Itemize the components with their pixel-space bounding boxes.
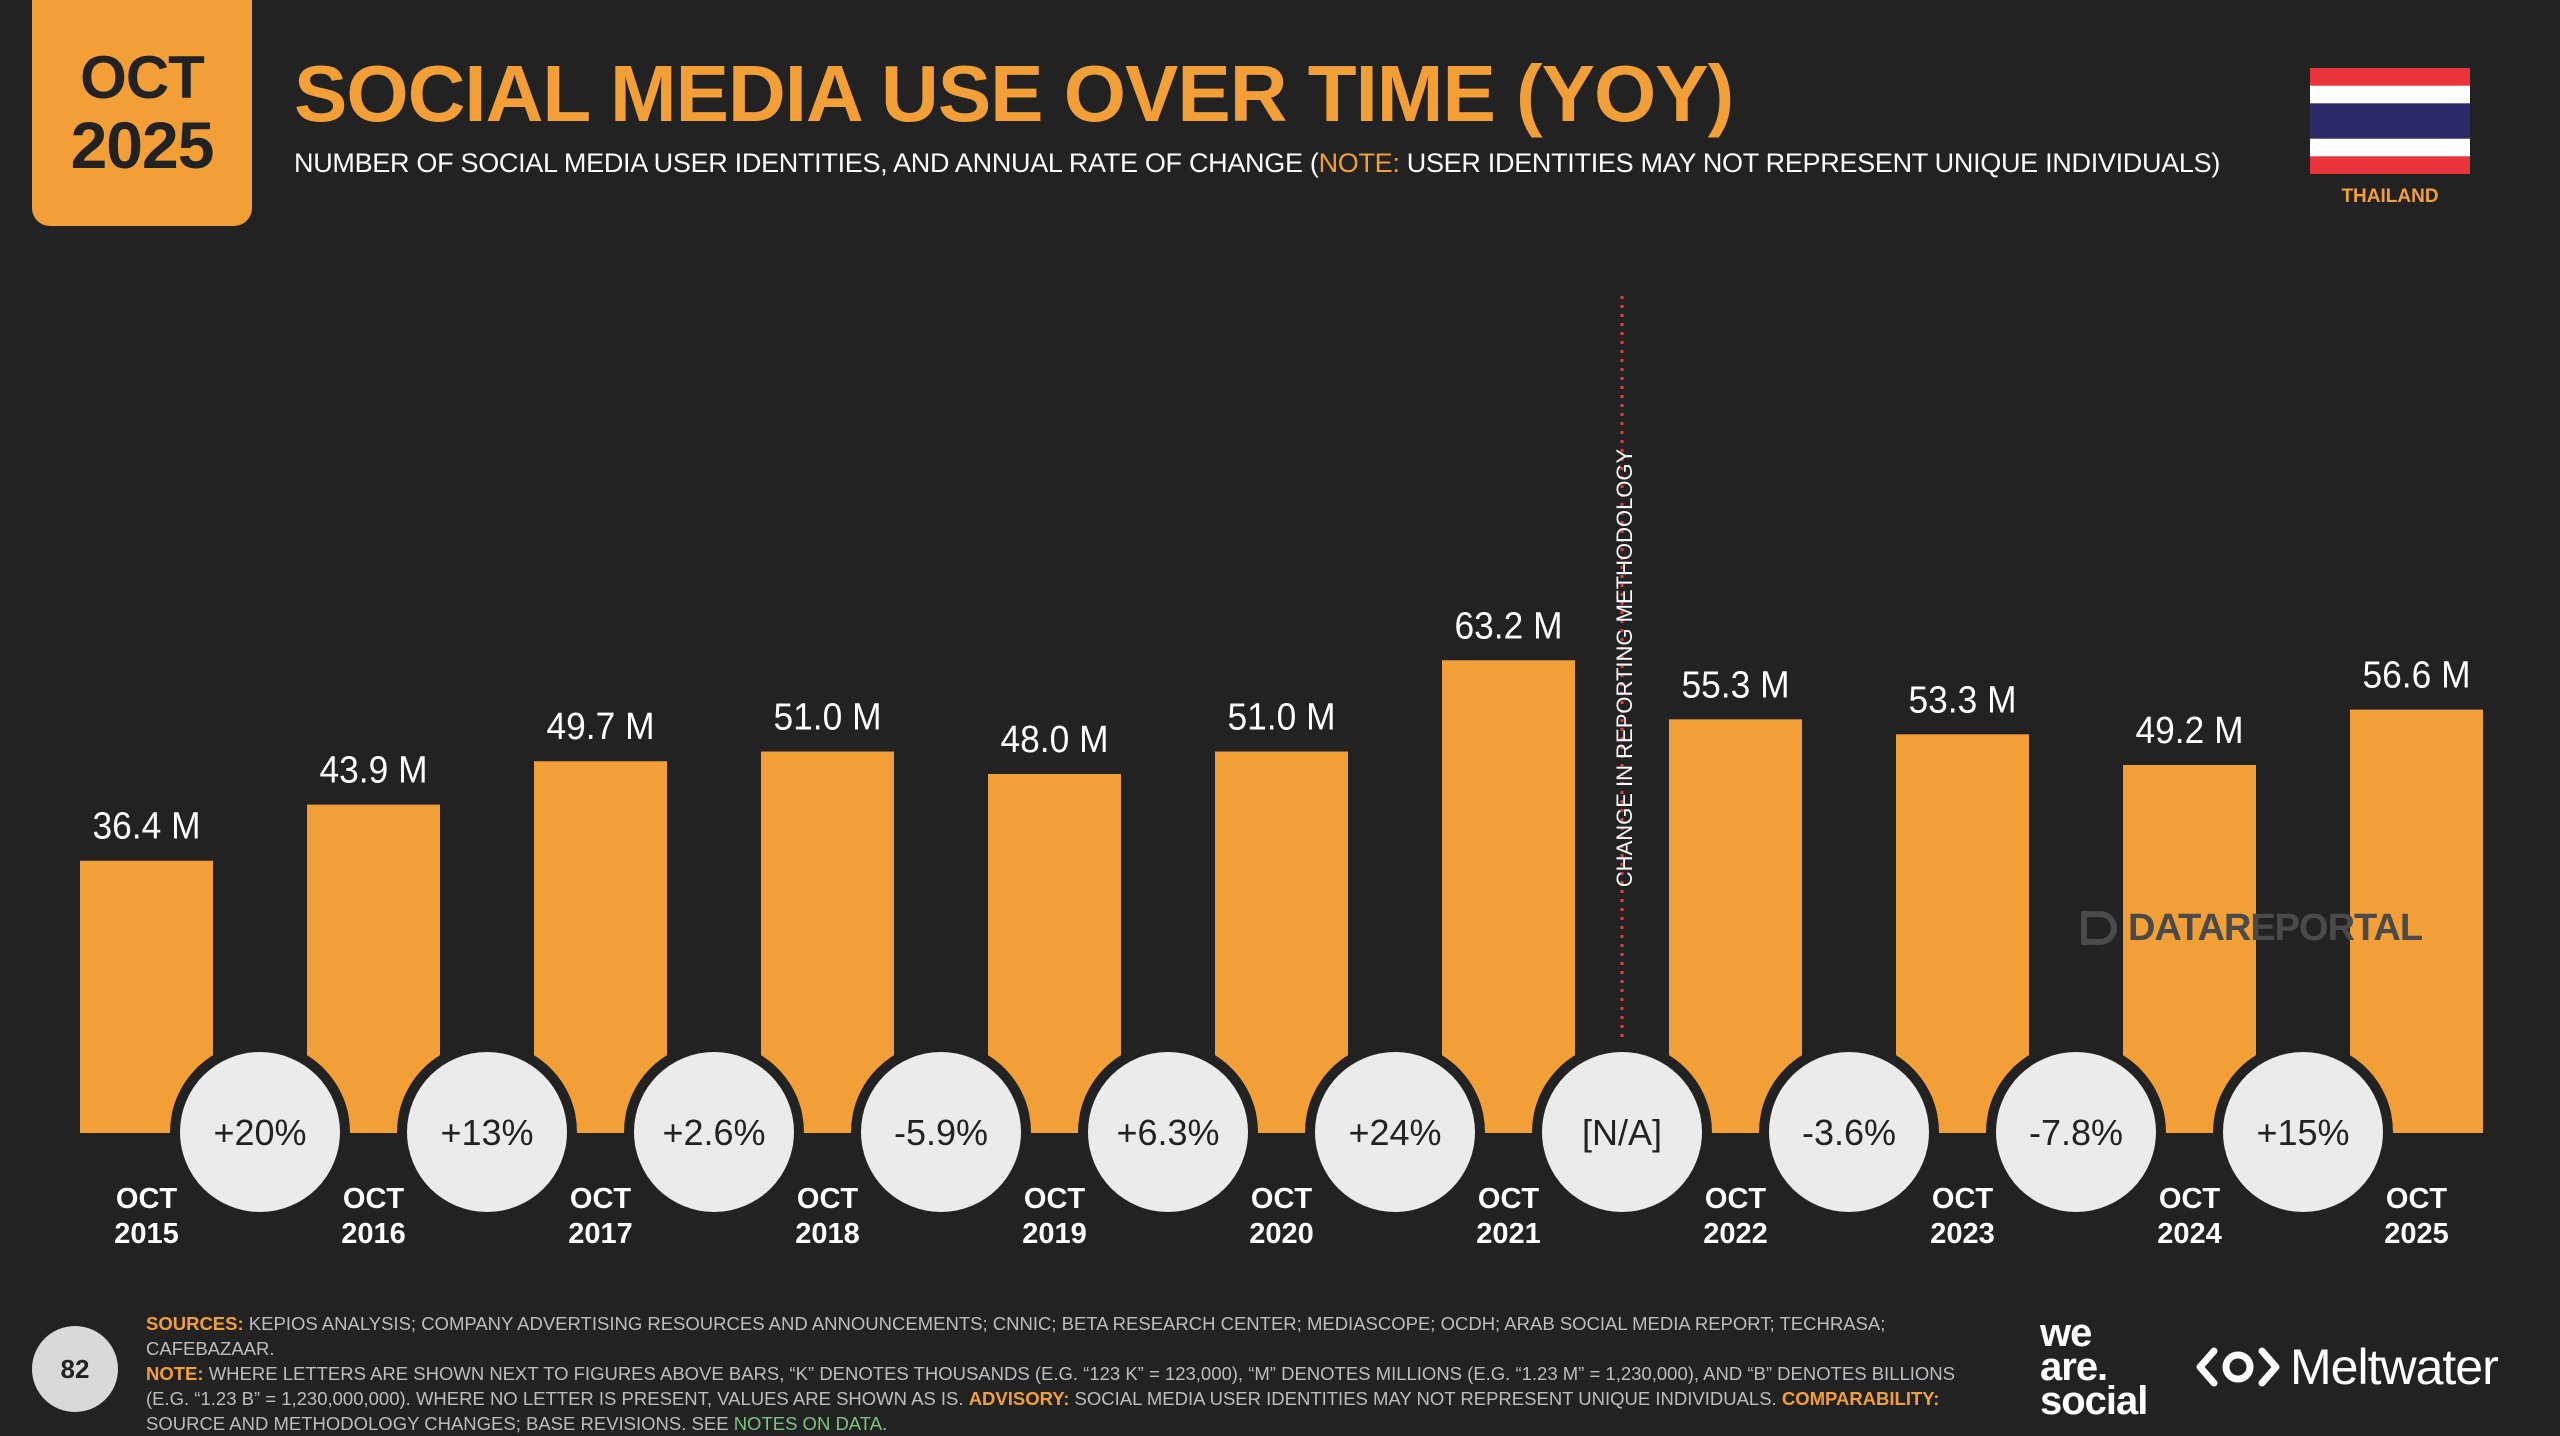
x-tick-month: OCT bbox=[1251, 1183, 1313, 1215]
x-tick-month: OCT bbox=[1024, 1183, 1086, 1215]
x-tick-month: OCT bbox=[570, 1183, 632, 1215]
bar-chart: CHANGE IN REPORTING METHODOLOGY 36.4 M OCT… bbox=[80, 296, 2483, 1250]
change-label: +20% bbox=[213, 1112, 306, 1153]
page-number: 82 bbox=[32, 1326, 118, 1412]
notes-end: . bbox=[882, 1413, 888, 1434]
brand-we: we bbox=[2040, 1311, 2092, 1355]
x-tick-month: OCT bbox=[1478, 1183, 1540, 1215]
change-circle bbox=[861, 1052, 1021, 1212]
change-circle bbox=[180, 1052, 340, 1212]
bar-value-label: 49.7 M bbox=[547, 706, 655, 748]
bar-value-label: 63.2 M bbox=[1455, 605, 1563, 647]
change-label: -7.8% bbox=[2029, 1112, 2123, 1153]
brand-are: are. bbox=[2040, 1345, 2108, 1389]
badge-year: 2025 bbox=[70, 108, 215, 182]
bar bbox=[988, 773, 1121, 1133]
meltwater-text: Meltwater bbox=[2290, 1339, 2499, 1395]
x-tick-year: 2019 bbox=[1022, 1218, 1087, 1250]
bar bbox=[761, 751, 894, 1133]
note-text: WHERE LETTERS ARE SHOWN NEXT TO FIGURES … bbox=[146, 1363, 1956, 1409]
x-tick-year: 2022 bbox=[1703, 1218, 1768, 1250]
change-circle bbox=[407, 1052, 567, 1212]
x-tick-year: 2025 bbox=[2384, 1218, 2449, 1250]
change-label: [N/A] bbox=[1582, 1112, 1662, 1153]
subtitle-main: NUMBER OF SOCIAL MEDIA USER IDENTITIES, … bbox=[294, 148, 1319, 178]
x-tick-month: OCT bbox=[343, 1183, 405, 1215]
bar-value-label: 48.0 M bbox=[1001, 719, 1109, 761]
change-label: -5.9% bbox=[894, 1112, 988, 1153]
x-tick-month: OCT bbox=[1705, 1183, 1767, 1215]
bar-value-label: 55.3 M bbox=[1682, 664, 1790, 706]
bar bbox=[1215, 751, 1348, 1133]
we-are-social-logo: we are. social bbox=[2040, 1311, 2148, 1423]
bar bbox=[2350, 709, 2483, 1133]
bar bbox=[1669, 719, 1802, 1133]
x-tick-year: 2017 bbox=[568, 1218, 633, 1250]
footer-notes: SOURCES: KEPIOS ANALYSIS; COMPANY ADVERT… bbox=[146, 1311, 1986, 1436]
thailand-flag-icon bbox=[2310, 68, 2470, 174]
datareportal-logo-icon bbox=[2081, 911, 2117, 945]
bar-value-label: 36.4 M bbox=[93, 806, 201, 848]
x-tick-month: OCT bbox=[1932, 1183, 1994, 1215]
change-circle bbox=[1769, 1052, 1929, 1212]
x-tick-year: 2021 bbox=[1476, 1218, 1541, 1250]
badge-month: OCT bbox=[80, 44, 205, 111]
change-circle bbox=[1542, 1052, 1702, 1212]
date-badge: OCT 2025 bbox=[32, 0, 252, 226]
country-label: THAILAND bbox=[2341, 186, 2439, 207]
meltwater-mark-icon bbox=[2196, 1347, 2280, 1387]
bar-value-label: 43.9 M bbox=[320, 750, 428, 792]
change-circle bbox=[1315, 1052, 1475, 1212]
change-label: +24% bbox=[1348, 1112, 1441, 1153]
note-label: NOTE: bbox=[146, 1363, 204, 1384]
change-circle bbox=[2223, 1052, 2383, 1212]
comparability-text: SOURCE AND METHODOLOGY CHANGES; BASE REV… bbox=[146, 1413, 734, 1434]
bar-value-label: 56.6 M bbox=[2363, 655, 2471, 697]
change-label: -3.6% bbox=[1802, 1112, 1896, 1153]
sources-text: KEPIOS ANALYSIS; COMPANY ADVERTISING RES… bbox=[146, 1313, 1886, 1359]
change-circle bbox=[634, 1052, 794, 1212]
page-subtitle: NUMBER OF SOCIAL MEDIA USER IDENTITIES, … bbox=[294, 148, 2220, 179]
bar-value-label: 49.2 M bbox=[2136, 710, 2244, 752]
x-tick-year: 2023 bbox=[1930, 1218, 1995, 1250]
subtitle-note: USER IDENTITIES MAY NOT REPRESENT UNIQUE… bbox=[1399, 148, 2221, 178]
x-tick-year: 2020 bbox=[1249, 1218, 1314, 1250]
brand-social: social bbox=[2040, 1379, 2148, 1423]
subtitle-note-label: NOTE: bbox=[1318, 148, 1400, 178]
meltwater-logo: Meltwater bbox=[2196, 1338, 2499, 1396]
sources-label: SOURCES: bbox=[146, 1313, 244, 1334]
methodology-change-label: CHANGE IN REPORTING METHODOLOGY bbox=[1612, 448, 1637, 887]
page-title: SOCIAL MEDIA USE OVER TIME (YOY) bbox=[294, 49, 1734, 138]
x-tick-month: OCT bbox=[797, 1183, 859, 1215]
notes-on-data-link[interactable]: NOTES ON DATA bbox=[733, 1413, 883, 1434]
bar-value-label: 51.0 M bbox=[774, 697, 882, 739]
bar-value-label: 53.3 M bbox=[1909, 679, 2017, 721]
comparability-label: COMPARABILITY: bbox=[1781, 1388, 1940, 1409]
change-label: +2.6% bbox=[662, 1112, 765, 1153]
x-tick-month: OCT bbox=[116, 1183, 178, 1215]
watermark-text: DATAREPORTAL bbox=[2128, 906, 2423, 949]
change-label: +6.3% bbox=[1116, 1112, 1219, 1153]
bar bbox=[2123, 764, 2256, 1133]
advisory-label: ADVISORY: bbox=[968, 1388, 1070, 1409]
x-tick-year: 2024 bbox=[2157, 1218, 2222, 1250]
datareportal-watermark: DATAREPORTAL bbox=[2078, 906, 2423, 950]
x-tick-year: 2018 bbox=[795, 1218, 860, 1250]
bar-value-label: 51.0 M bbox=[1228, 697, 1336, 739]
bar bbox=[1442, 660, 1575, 1133]
change-label: +13% bbox=[440, 1112, 533, 1153]
change-label: +15% bbox=[2256, 1112, 2349, 1153]
x-tick-month: OCT bbox=[2386, 1183, 2448, 1215]
x-tick-year: 2015 bbox=[114, 1218, 179, 1250]
bar bbox=[534, 761, 667, 1133]
x-tick-month: OCT bbox=[2159, 1183, 2221, 1215]
advisory-text: SOCIAL MEDIA USER IDENTITIES MAY NOT REP… bbox=[1069, 1388, 1777, 1409]
x-tick-year: 2016 bbox=[341, 1218, 406, 1250]
change-circle bbox=[1088, 1052, 1248, 1212]
change-circle bbox=[1996, 1052, 2156, 1212]
bar bbox=[1896, 734, 2029, 1133]
